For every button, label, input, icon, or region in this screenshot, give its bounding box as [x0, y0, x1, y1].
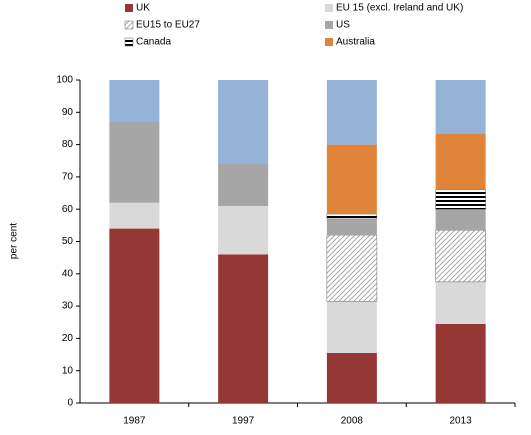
bar-segment: [435, 80, 486, 134]
x-tick-label: 2013: [450, 416, 473, 427]
y-tick-label: 60: [62, 204, 74, 215]
x-tick-label: 2008: [341, 416, 364, 427]
bar-segment: [109, 228, 160, 403]
bar-segment: [326, 218, 377, 236]
bar-segment: [435, 323, 486, 403]
legend-swatch: [325, 21, 333, 29]
bar-segment: [218, 205, 269, 255]
y-tick-label: 20: [62, 333, 74, 344]
bar-segment: [326, 234, 378, 302]
bar-segment: [326, 301, 377, 353]
bar-segment: [326, 80, 377, 145]
x-tick-label: 1987: [123, 416, 146, 427]
y-tick-label: 0: [67, 398, 73, 409]
y-tick-label: 40: [62, 268, 74, 279]
bar-segment: [435, 229, 486, 283]
bar-segment: [326, 144, 377, 215]
y-tick-label: 30: [62, 301, 74, 312]
legend-swatch: [325, 38, 333, 46]
bar-segment: [109, 202, 160, 229]
bar-segment: [109, 80, 160, 122]
y-tick-label: 80: [62, 139, 74, 150]
legend-label: US: [336, 20, 350, 31]
legend-label: UK: [136, 3, 150, 14]
y-tick-label: 70: [62, 172, 74, 183]
legend-swatch: [124, 20, 134, 30]
legend-label: Canada: [136, 37, 171, 48]
y-tick-label: 50: [62, 236, 74, 247]
bar-segment: [435, 189, 486, 210]
bar-segment: [326, 352, 377, 403]
y-tick-label: 10: [62, 365, 74, 376]
legend-label: EU15 to EU27: [136, 20, 200, 31]
bar-segment: [218, 163, 269, 206]
bar-segment: [218, 254, 269, 403]
x-tick-label: 1997: [232, 416, 255, 427]
legend-label: EU 15 (excl. Ireland and UK): [336, 3, 463, 14]
bar-segment: [435, 281, 486, 324]
y-tick-label: 100: [56, 75, 73, 86]
y-tick-label: 90: [62, 107, 74, 118]
bar-segment: [218, 80, 269, 164]
y-axis-label: per cent: [9, 223, 20, 259]
legend-swatch: [125, 4, 133, 12]
legend-swatch: [124, 37, 134, 47]
legend-swatch: [325, 4, 333, 12]
bar-segment: [109, 121, 160, 203]
legend-label: Australia: [336, 37, 375, 48]
bar-segment: [435, 133, 486, 190]
bar-segment: [435, 209, 486, 231]
bar-segment: [326, 213, 378, 220]
